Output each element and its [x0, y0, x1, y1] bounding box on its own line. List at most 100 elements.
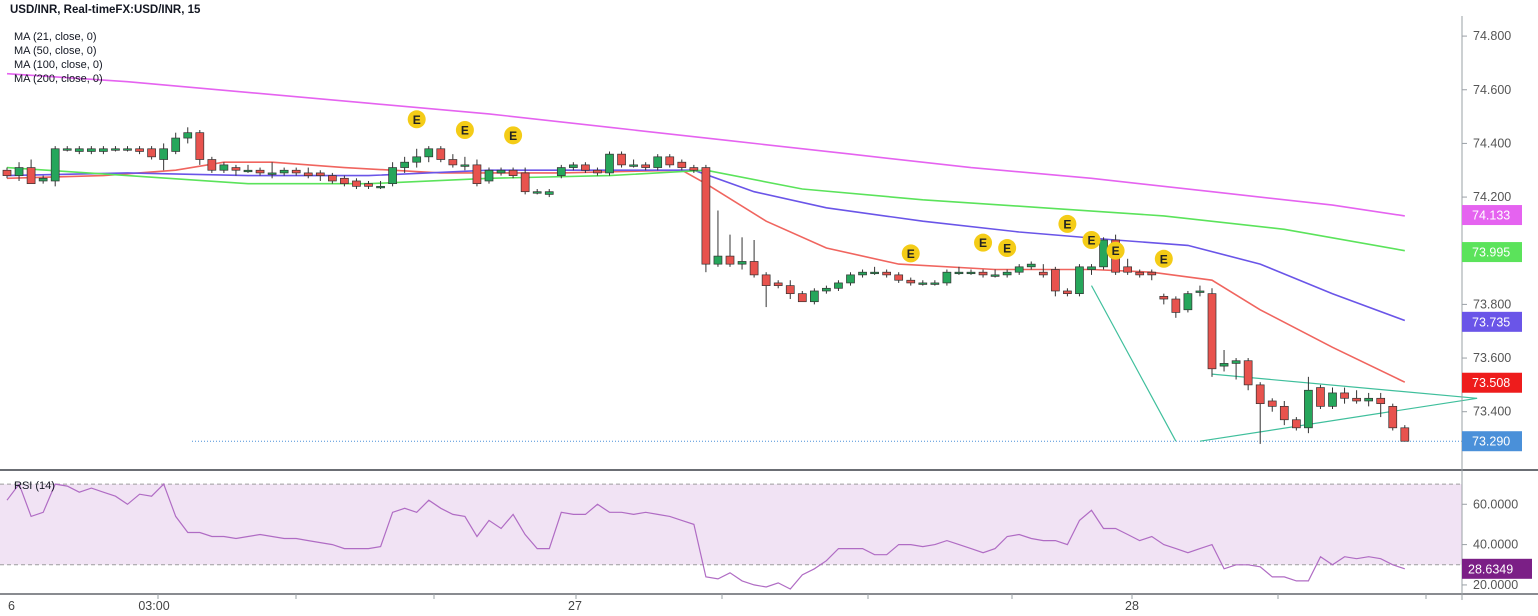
moving-average-lines — [6, 72, 1406, 383]
price-tick-label: 73.600 — [1473, 351, 1511, 365]
candle-body — [544, 191, 554, 195]
candle — [665, 154, 675, 168]
event-marker: E — [1082, 231, 1101, 249]
candle-body — [123, 148, 132, 151]
candle-body — [448, 159, 458, 166]
indicator-ma50: MA (50, close, 0) — [14, 45, 97, 57]
candle-body — [1376, 397, 1386, 405]
event-marker-circle — [407, 110, 426, 129]
candle-body — [207, 159, 217, 171]
price-label-text: 73.995 — [1472, 246, 1510, 260]
candle — [761, 272, 771, 308]
candle — [737, 237, 747, 270]
candle-body — [568, 164, 578, 168]
price-tick-label: 74.200 — [1473, 190, 1511, 204]
candle-body — [1267, 400, 1277, 407]
event-marker-circle — [1154, 249, 1173, 268]
candle — [1038, 264, 1048, 278]
candle — [1050, 266, 1060, 297]
candle — [617, 151, 626, 168]
candle-body — [834, 282, 843, 289]
candle-body — [484, 169, 494, 182]
event-marker-circle — [1082, 231, 1101, 249]
candle-body — [111, 148, 120, 151]
candle-body — [858, 271, 867, 276]
candle-body — [653, 156, 663, 168]
price-label-text: 73.508 — [1472, 376, 1510, 390]
candle-body — [219, 164, 229, 171]
price-label-box — [1462, 242, 1522, 263]
candle — [74, 146, 84, 155]
candle — [809, 288, 819, 305]
candle-body — [1087, 266, 1096, 270]
price-label: 74.133 — [1462, 205, 1522, 226]
candle-body — [966, 271, 976, 275]
candle — [858, 269, 867, 278]
event-marker-circle — [504, 126, 523, 145]
event-marker: E — [455, 121, 474, 139]
candle — [86, 146, 96, 155]
candle — [882, 269, 892, 278]
event-marker-label: E — [1087, 234, 1095, 248]
candle-body — [1171, 298, 1181, 313]
candle-body — [1364, 397, 1374, 402]
candle — [1279, 400, 1289, 426]
candle-body — [882, 271, 892, 276]
candle — [1099, 237, 1108, 270]
candle — [207, 156, 217, 173]
price-label-text: 73.290 — [1472, 435, 1510, 449]
price-tick-label: 73.400 — [1473, 405, 1511, 419]
candle — [279, 167, 289, 176]
candle-body — [617, 153, 626, 166]
event-marker-label: E — [1003, 242, 1011, 256]
candle-body — [846, 274, 855, 284]
candle-body — [605, 153, 614, 174]
time-tick-label: 6 — [8, 599, 15, 613]
price-label-text: 73.735 — [1472, 315, 1510, 329]
time-tick-label: 03:00 — [138, 599, 169, 613]
candle-body — [14, 167, 24, 176]
candle-body — [1063, 290, 1072, 295]
candle-body — [1026, 263, 1036, 268]
candle — [1340, 387, 1349, 404]
candle — [568, 162, 578, 171]
candle-body — [677, 161, 687, 168]
candle-body — [1400, 427, 1410, 442]
event-marker: E — [407, 110, 426, 129]
candle-body — [520, 172, 530, 193]
candle-body — [1328, 392, 1337, 407]
candle — [1400, 425, 1410, 442]
candle — [62, 146, 72, 152]
price-tick-label: 74.800 — [1473, 29, 1511, 43]
event-marker-circle — [1106, 241, 1125, 260]
trendline-1 — [1211, 373, 1478, 399]
candle-body — [255, 169, 265, 174]
price-label: 73.995 — [1462, 242, 1522, 263]
candle — [183, 127, 193, 144]
candle-body — [231, 167, 241, 171]
candle — [532, 189, 542, 195]
candle-body — [400, 161, 409, 168]
event-marker: E — [901, 244, 920, 263]
time-tick-label: 27 — [568, 599, 582, 613]
candle-body — [279, 169, 289, 174]
candle-body — [1050, 269, 1060, 292]
candle-body — [412, 156, 422, 163]
candle — [111, 146, 120, 152]
candle-body — [99, 148, 108, 152]
candle — [906, 277, 916, 286]
price-tick-label: 73.800 — [1473, 297, 1511, 311]
candle-body — [26, 167, 36, 185]
candle — [171, 132, 181, 155]
candle — [424, 146, 434, 163]
candle — [990, 269, 1000, 278]
candle-body — [62, 148, 72, 151]
candle-body — [593, 169, 602, 174]
candle-body — [581, 164, 590, 171]
candle — [701, 164, 711, 273]
candle — [340, 175, 349, 187]
candle-body — [689, 167, 699, 171]
candle-body — [1255, 384, 1265, 405]
candlesticks — [2, 127, 1410, 444]
rsi-line — [6, 482, 1405, 590]
